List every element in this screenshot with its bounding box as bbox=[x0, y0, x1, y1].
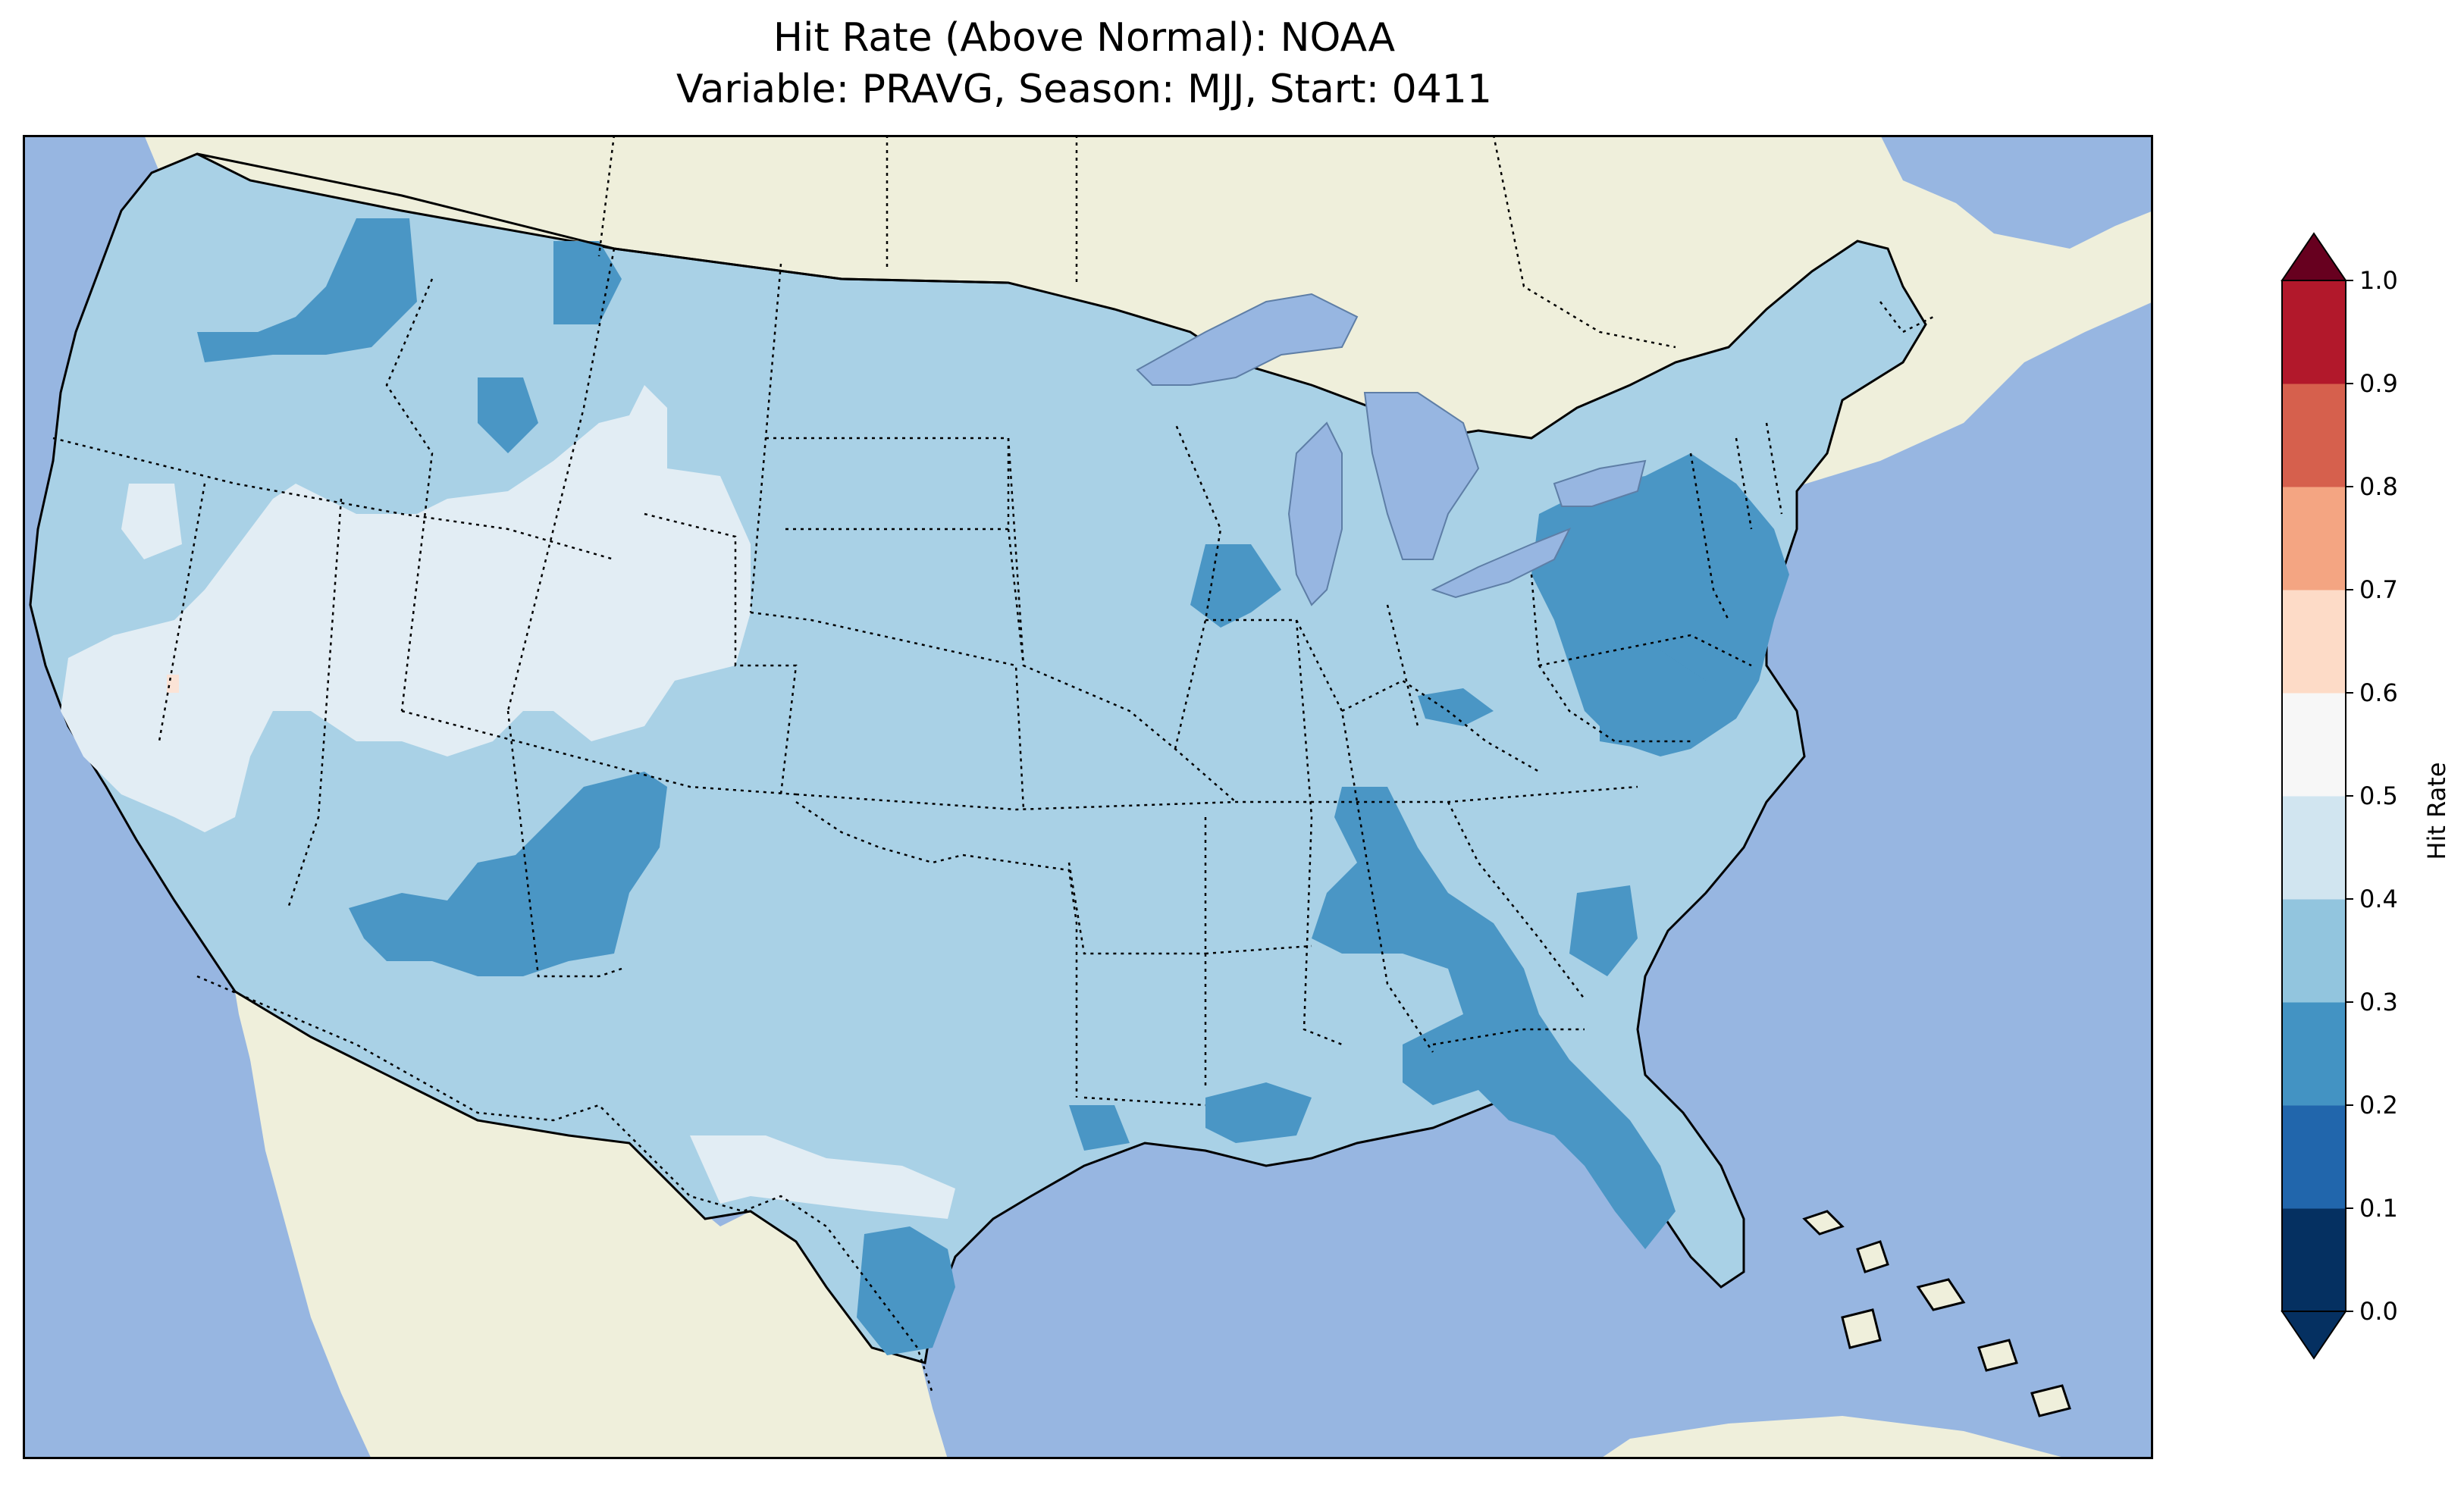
colorbar-tick-label: 1.0 bbox=[2359, 266, 2398, 295]
colorbar-tick-label: 0.9 bbox=[2359, 369, 2398, 398]
lake-ontario bbox=[1553, 459, 1647, 507]
colorbar-label: Hit Rate bbox=[2422, 762, 2451, 860]
colorbar-tick-label: 0.5 bbox=[2359, 781, 2398, 810]
region-idaho-2 bbox=[478, 377, 538, 453]
map-plot bbox=[23, 135, 2153, 1459]
region-oregon-coast bbox=[121, 484, 182, 559]
colorbar: 0.0 0.1 0.2 0.3 0.4 0.5 0.6 0.7 0.8 0.9 1.0 Hit Ra… bbox=[2281, 232, 2451, 1360]
colorbar-swatch bbox=[2282, 693, 2346, 797]
region-arizona-nm bbox=[349, 772, 667, 976]
lake-erie bbox=[1431, 528, 1572, 599]
lake-michigan bbox=[1287, 421, 1343, 606]
colorbar-tick-label: 0.8 bbox=[2359, 472, 2398, 501]
region-southeast bbox=[1312, 787, 1676, 1249]
region-great-basin bbox=[61, 385, 751, 832]
colorbar-swatch bbox=[2282, 487, 2346, 590]
colorbar-swatch bbox=[2282, 1002, 2346, 1106]
colorbar-extend-max bbox=[2281, 232, 2347, 281]
colorbar-tick-label: 0.3 bbox=[2359, 988, 2398, 1016]
lake-superior bbox=[1136, 293, 1359, 386]
region-idaho-montana bbox=[553, 241, 622, 324]
chart-subtitle: Variable: PRAVG, Season: MJJ, Start: 041… bbox=[676, 67, 1492, 112]
colorbar-tick-label: 0.0 bbox=[2359, 1297, 2398, 1326]
colorbar-swatch bbox=[2282, 1208, 2346, 1312]
international-borders bbox=[196, 135, 1934, 1394]
region-louisiana-coast bbox=[1205, 1082, 1312, 1143]
colorbar-swatches bbox=[2281, 232, 2347, 1360]
colorbar-ticks: 0.0 0.1 0.2 0.3 0.4 0.5 0.6 0.7 0.8 0.9 1.0 bbox=[2346, 266, 2398, 1326]
us-canada-border bbox=[196, 152, 1009, 284]
colorbar-swatch bbox=[2282, 899, 2346, 1003]
colorbar-tick-label: 0.2 bbox=[2359, 1091, 2398, 1120]
colorbar-tick-label: 0.1 bbox=[2359, 1194, 2398, 1223]
colorbar-tick-label: 0.6 bbox=[2359, 678, 2398, 707]
colorbar-swatch bbox=[2282, 796, 2346, 900]
caribbean-islands bbox=[1802, 1210, 2071, 1417]
colorbar-extend-min bbox=[2281, 1311, 2347, 1360]
baja-land bbox=[227, 946, 417, 1424]
colorbar-swatch bbox=[2282, 384, 2346, 487]
cuba-land bbox=[1600, 1416, 2070, 1459]
region-virginia bbox=[1600, 650, 1706, 749]
region-texas-coast-2 bbox=[1069, 1105, 1130, 1151]
region-kentucky bbox=[1418, 688, 1494, 726]
colorbar-tick-label: 0.7 bbox=[2359, 575, 2398, 604]
region-washington bbox=[197, 218, 417, 362]
map-frame bbox=[23, 135, 2153, 1459]
lake-huron bbox=[1363, 392, 1480, 560]
colorbar-tick-label: 0.4 bbox=[2359, 885, 2398, 913]
colorbar-swatch bbox=[2282, 1105, 2346, 1209]
region-wisconsin bbox=[1190, 544, 1281, 628]
chart-title: Hit Rate (Above Normal): NOAA bbox=[773, 15, 1396, 61]
colorbar-swatch bbox=[2282, 280, 2346, 384]
state-borders bbox=[52, 248, 1783, 1107]
colorbar-swatch bbox=[2282, 590, 2346, 694]
region-south-texas bbox=[690, 1135, 955, 1219]
region-carolinas bbox=[1569, 885, 1638, 976]
region-south-texas-coast bbox=[857, 1226, 955, 1355]
region-california-pocket bbox=[167, 675, 179, 693]
region-northeast bbox=[1531, 453, 1789, 756]
